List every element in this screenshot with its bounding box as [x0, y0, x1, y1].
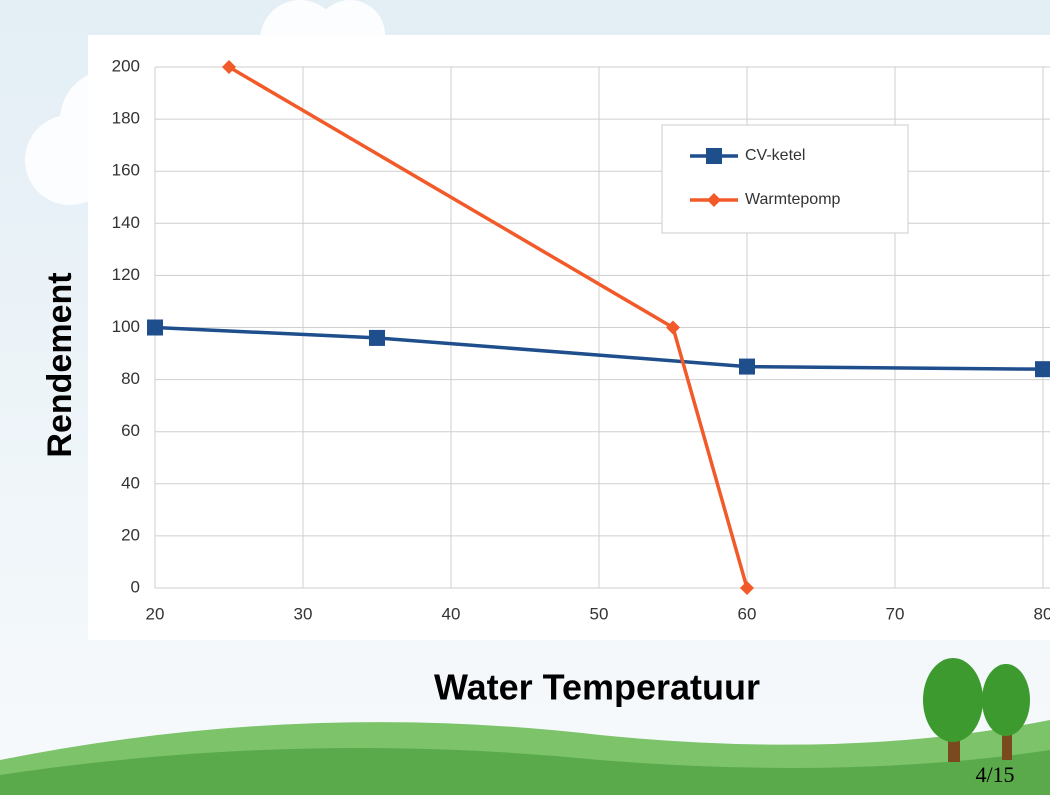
y-tick-label: 100 [112, 317, 140, 336]
slide: 0 20 40 60 80 100 120 140 160 180 200 20 30 40 50 60 70 8… [0, 0, 1050, 795]
marker [1035, 361, 1050, 377]
y-tick-label: 140 [112, 213, 140, 232]
x-tick-label: 60 [738, 604, 757, 623]
x-tick-label: 50 [590, 604, 609, 623]
x-tick-label: 20 [146, 604, 165, 623]
legend-label: CV-ketel [745, 147, 805, 164]
y-tick-label: 20 [121, 525, 140, 544]
y-tick-label: 60 [121, 421, 140, 440]
page: {"chart_data": {"type": "line", "x_label… [0, 0, 1050, 795]
legend-box [662, 125, 908, 233]
y-tick-label: 160 [112, 161, 140, 180]
x-tick-label: 70 [886, 604, 905, 623]
y-tick-label: 120 [112, 265, 140, 284]
y-tick-label: 40 [121, 473, 140, 492]
x-tick-label: 30 [294, 604, 313, 623]
marker [147, 320, 163, 336]
marker [706, 148, 722, 164]
y-axis-title: Rendement [41, 272, 79, 457]
legend-label: Warmtepomp [745, 191, 841, 208]
page-number: 4/15 [975, 762, 1014, 787]
marker [369, 330, 385, 346]
marker [739, 359, 755, 375]
y-tick-label: 0 [131, 577, 140, 596]
legend: CV-ketel Warmtepomp [662, 125, 908, 233]
x-tick-label: 40 [442, 604, 461, 623]
y-tick-label: 200 [112, 56, 140, 75]
y-tick-label: 80 [121, 369, 140, 388]
y-tick-label: 180 [112, 109, 140, 128]
x-tick-label: 80 [1034, 604, 1050, 623]
x-axis-title: Water Temperatuur [434, 667, 760, 708]
